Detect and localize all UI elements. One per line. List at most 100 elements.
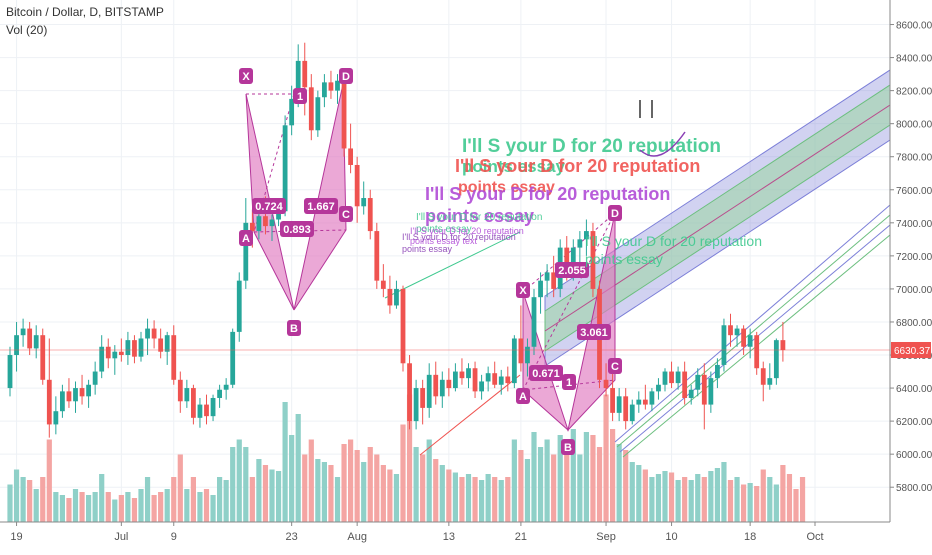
volume-bar <box>603 394 609 522</box>
volume-bar <box>439 465 445 522</box>
time-tick-label: 10 <box>665 531 677 543</box>
candle <box>623 388 629 430</box>
volume-bar <box>105 492 111 522</box>
volume-bar <box>230 447 236 522</box>
candle <box>92 361 98 395</box>
price-tick-label: 8000.00 <box>896 120 932 131</box>
candle <box>335 74 340 104</box>
candle-body <box>374 231 380 281</box>
volume-bar <box>531 432 537 522</box>
volume-bar <box>557 435 563 522</box>
annotation-text: points essay <box>416 224 472 235</box>
volume-bar <box>537 447 544 522</box>
candle <box>86 379 91 408</box>
candle <box>197 397 203 428</box>
label-one: 1 <box>293 88 307 104</box>
candle <box>518 305 524 372</box>
candle <box>223 378 229 400</box>
price-tick-label: 7800.00 <box>896 153 932 164</box>
ratio-label: 0.671 <box>529 365 563 381</box>
candle <box>728 313 733 347</box>
candle-body <box>177 379 183 402</box>
volume-bar <box>505 477 511 522</box>
candle-body <box>73 388 78 402</box>
volume-bar <box>406 394 413 522</box>
candle <box>616 388 622 422</box>
candle <box>145 318 150 356</box>
candle-body <box>590 231 596 289</box>
price-tick-label: 8200.00 <box>896 87 932 98</box>
ratio-label: 0.724 <box>252 198 286 214</box>
volume-bar <box>708 471 714 522</box>
volume-bar <box>452 472 458 522</box>
candle-body <box>269 219 275 227</box>
candle <box>20 318 26 347</box>
price-tick-label: 8600.00 <box>896 21 932 32</box>
ratio-label-text: 0.724 <box>255 201 283 213</box>
volume-bar <box>27 480 33 522</box>
volume-bar <box>334 477 341 522</box>
label-a-bg <box>239 230 253 246</box>
candle-body <box>472 368 478 392</box>
candle <box>715 358 720 389</box>
volume-bar <box>33 489 39 522</box>
volume-bar <box>479 480 485 522</box>
candle <box>315 90 321 137</box>
ratio-label-bg <box>555 262 589 278</box>
candle-body <box>701 374 707 405</box>
volume-bar <box>380 465 386 522</box>
label-one-bg <box>562 374 576 390</box>
symbol-title: Bitcoin / Dollar, D, BITSTAMP <box>6 5 164 19</box>
volume-bar <box>40 477 46 522</box>
volume-bar <box>223 480 229 522</box>
price-axis[interactable]: 8600.00 8400.00 8200.00 8000.00 7800.00 7600.… <box>889 0 932 550</box>
candle-body <box>728 325 733 336</box>
candle <box>662 368 668 392</box>
annotation-text: points essay text <box>410 236 478 246</box>
time-tick-label: Aug <box>347 531 367 543</box>
volume-bar <box>596 447 603 522</box>
annotation-text: I'll S your D for 20 reputation <box>425 184 670 204</box>
candle-body <box>308 87 314 131</box>
candle <box>780 321 786 362</box>
candle-body <box>236 280 242 332</box>
candle-body <box>760 368 766 385</box>
candle-body <box>33 335 39 349</box>
candle <box>236 272 242 342</box>
volume-bar <box>236 439 242 522</box>
volume-series <box>7 394 806 522</box>
volume-bar <box>465 474 472 522</box>
candle <box>40 328 46 385</box>
candle-body <box>86 384 91 397</box>
candle <box>584 219 589 256</box>
label-d-text: D <box>342 71 350 83</box>
time-axis[interactable]: 19 Jul 9 23 Aug 13 21 Sep 10 18 Oct <box>0 521 890 550</box>
candle-body <box>361 198 367 207</box>
label-x: X <box>239 68 253 84</box>
label-a-text: A <box>519 391 527 403</box>
time-tick-label: 23 <box>286 531 298 543</box>
candle <box>695 368 701 397</box>
candle-body <box>492 373 498 385</box>
candle <box>656 378 661 400</box>
candle-body <box>295 60 301 99</box>
candle <box>269 214 275 241</box>
text-annotations: I'll S your D for 20 reputation points es… <box>402 100 762 267</box>
volume-bar <box>472 477 478 522</box>
candle <box>367 189 373 240</box>
candle-body <box>466 368 471 379</box>
label-b-bg <box>561 439 575 455</box>
label-d: D <box>608 205 622 221</box>
candle <box>151 320 157 349</box>
last-price-badge: 6630.37 <box>891 341 931 358</box>
label-d-bg <box>608 205 622 221</box>
annotation-text: points essay <box>585 251 663 267</box>
candle <box>27 321 33 356</box>
candle-body <box>616 396 622 413</box>
volume-bar <box>282 402 288 522</box>
candle-body <box>485 373 491 382</box>
candle-body <box>276 211 281 220</box>
candle <box>649 388 655 412</box>
